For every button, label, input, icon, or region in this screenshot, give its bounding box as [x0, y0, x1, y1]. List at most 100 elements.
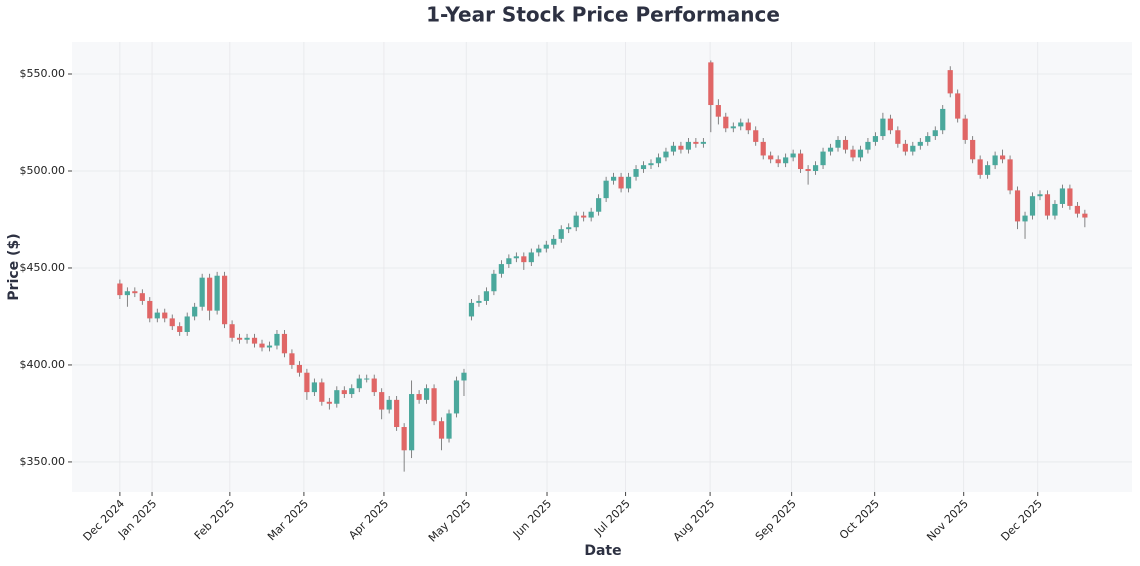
candle-body: [932, 130, 938, 137]
candle-body: [798, 153, 804, 170]
candle-body: [618, 176, 624, 189]
candle-body: [603, 180, 609, 199]
candle-body: [476, 300, 482, 303]
x-tick-label: Sep 2025: [753, 497, 799, 543]
candle-body: [588, 211, 594, 218]
candle-body: [1052, 203, 1058, 216]
y-tick-label: $500.00: [20, 164, 66, 177]
candle-body: [1044, 194, 1051, 216]
candle-body: [394, 399, 400, 428]
candle-body: [558, 229, 564, 239]
candle-body: [940, 108, 946, 131]
candle-body: [551, 238, 557, 245]
candle-body: [124, 291, 130, 296]
candle-body: [723, 116, 729, 129]
candle-body: [812, 165, 819, 171]
candle-body: [207, 277, 213, 311]
x-axis-title: Date: [584, 543, 621, 559]
candle-body: [289, 353, 295, 365]
candle-body: [648, 163, 654, 166]
candle-body: [416, 394, 422, 400]
candle-body: [386, 399, 392, 410]
candle-body: [700, 141, 706, 144]
x-tick-label: Feb 2025: [192, 497, 237, 542]
candle-body: [685, 141, 692, 150]
candle-body: [775, 159, 781, 164]
candle-body: [805, 169, 811, 171]
candle-body: [835, 139, 841, 148]
candle-body: [117, 283, 123, 296]
candle-body: [596, 198, 602, 212]
candle-body: [521, 256, 527, 263]
candle-body: [543, 244, 549, 249]
candle-body: [177, 326, 183, 332]
x-tick-label: Jun 2025: [510, 497, 554, 541]
candle-body: [693, 141, 699, 144]
candle-body: [461, 372, 467, 381]
candle-body: [887, 118, 893, 131]
candle-body: [536, 248, 542, 253]
candle-body: [251, 337, 258, 344]
candle-body: [902, 143, 908, 152]
candle-body: [184, 316, 190, 332]
candle-body: [311, 382, 317, 393]
candle-body: [423, 388, 430, 400]
candle-body: [528, 252, 534, 263]
x-tick-label: Nov 2025: [924, 497, 971, 544]
candle-body: [506, 258, 512, 265]
candle-body: [895, 130, 901, 144]
candle-body: [977, 159, 983, 175]
candle-body: [1029, 196, 1036, 216]
candle-body: [872, 136, 879, 142]
candle-body: [259, 343, 265, 348]
x-tick-label: Oct 2025: [837, 497, 882, 542]
candle-body: [625, 176, 632, 189]
candle-body: [1007, 159, 1013, 191]
candle-body: [745, 122, 751, 131]
candle-body: [925, 136, 931, 142]
y-tick-label: $450.00: [20, 261, 66, 274]
candle-body: [738, 122, 744, 127]
candle-body: [438, 421, 445, 439]
candle-body: [222, 275, 228, 325]
candle-body: [356, 378, 362, 389]
x-tick-label: Dec 2025: [998, 497, 1045, 544]
candle-body: [760, 141, 766, 156]
candle-body: [910, 145, 916, 152]
x-tick-label: Apr 2025: [346, 497, 391, 542]
candle-body: [610, 176, 617, 181]
candle-body: [708, 62, 714, 106]
candle-body: [446, 413, 452, 439]
candle-body: [842, 139, 849, 150]
candle-body: [132, 291, 138, 294]
y-tick-label: $350.00: [20, 455, 66, 468]
candle-body: [790, 153, 796, 158]
candle-body: [730, 126, 736, 129]
candle-body: [1037, 194, 1043, 197]
candle-body: [147, 300, 153, 319]
candle-body: [326, 401, 332, 404]
candle-body: [857, 149, 864, 158]
candle-body: [214, 275, 220, 311]
candle-body: [1059, 188, 1066, 204]
candle-body: [341, 390, 347, 395]
candle-body: [827, 147, 834, 152]
y-axis-title: Price ($): [6, 233, 22, 300]
candle-body: [820, 151, 826, 166]
candle-body: [581, 215, 587, 218]
y-tick-label: $550.00: [20, 67, 66, 80]
candle-body: [1082, 213, 1088, 218]
x-tick-label: May 2025: [426, 497, 474, 545]
candle-body: [768, 155, 774, 160]
candle-body: [1067, 188, 1073, 206]
candle-body: [992, 155, 998, 166]
x-tick-label: Aug 2025: [671, 497, 718, 544]
candle-body: [192, 306, 198, 317]
candle-body: [274, 333, 280, 346]
candle-body: [244, 337, 250, 340]
candle-body: [296, 364, 303, 373]
candle-body: [865, 141, 871, 150]
candle-body: [498, 264, 504, 274]
candle-body: [850, 149, 856, 158]
